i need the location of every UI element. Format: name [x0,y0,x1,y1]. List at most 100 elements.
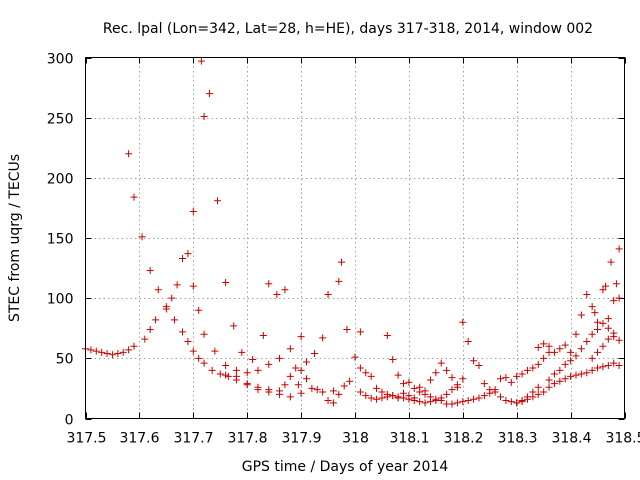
data-point [604,335,612,343]
data-point [286,345,294,353]
data-point [208,366,216,374]
data-point [356,388,364,396]
data-point [329,387,337,395]
data-point [265,388,273,396]
data-point [230,322,238,330]
data-point [189,347,197,355]
y-tick-label: 0 [65,413,74,429]
data-point [459,375,467,383]
data-point [214,197,222,205]
data-point [125,346,133,354]
data-point [480,380,488,388]
x-tick-label: 317.5 [66,431,106,447]
data-point [184,337,192,345]
data-point [92,347,100,355]
data-point [400,380,408,388]
data-point [373,384,381,392]
data-point [383,393,391,401]
data-point [119,348,127,356]
y-tick-label: 300 [47,52,74,68]
data-point [254,386,262,394]
data-point [200,359,208,367]
data-point [373,395,381,403]
data-point [599,363,607,371]
data-point [534,360,542,368]
x-tick-label: 317.7 [173,431,213,447]
data-point [556,377,564,385]
data-point [583,337,591,345]
x-axis-tick-labels: 317.5 317.6 317.7 317.8 317.9 318 318.1 318.2 31… [66,431,640,447]
data-point [378,388,386,396]
data-point [507,398,515,406]
data-point [534,390,542,398]
x-tick-label: 317.9 [281,431,321,447]
data-point [184,250,192,258]
data-point [545,376,553,384]
data-point [556,366,564,374]
axis-ticks [85,57,626,420]
data-point [540,340,548,348]
data-point [507,378,515,386]
data-point [222,362,230,370]
data-point [604,362,612,370]
data-point [518,370,526,378]
data-point [567,372,575,380]
data-point [356,328,364,336]
data-point [432,396,440,404]
data-point [540,388,548,396]
data-point [367,394,375,402]
data-point [179,328,187,336]
data-point [615,245,623,253]
x-tick-label: 318.1 [389,431,429,447]
data-point [152,316,160,324]
data-point [311,350,319,358]
data-point [556,345,564,353]
data-point [448,400,456,408]
data-point [292,364,300,372]
data-point [400,394,408,402]
data-point [410,394,418,402]
data-point [480,392,488,400]
data-point [297,333,305,341]
data-point [232,366,240,374]
data-point [195,306,203,314]
data-point [211,347,219,355]
data-point [572,330,580,338]
data-point [281,381,289,389]
data-point [324,291,332,299]
data-point [249,356,257,364]
x-tick-label: 318.4 [551,431,591,447]
data-point [324,396,332,404]
data-point [567,348,575,356]
data-point [367,372,375,380]
data-point [378,394,386,402]
data-point [286,372,294,380]
data-point [265,280,273,288]
data-point [588,330,596,338]
data-point [572,371,580,379]
data-point [550,370,558,378]
data-point [319,388,327,396]
data-point [534,344,542,352]
chart-title: Rec. lpal (Lon=342, Lat=28, h=HE), days … [103,21,593,37]
data-point [607,258,615,266]
data-point [138,233,146,241]
data-point [577,311,585,319]
data-point [421,387,429,395]
data-point [232,372,240,380]
data-point [588,303,596,311]
y-tick-label: 50 [56,352,74,368]
data-point [108,351,116,359]
data-point [162,303,170,311]
data-point [615,336,623,344]
data-point [615,294,623,302]
data-point [405,392,413,400]
data-point [329,399,337,407]
data-point [588,366,596,374]
data-point [389,392,397,400]
data-point [497,375,505,383]
data-point [273,291,281,299]
data-point [470,357,478,365]
data-point [545,383,553,391]
